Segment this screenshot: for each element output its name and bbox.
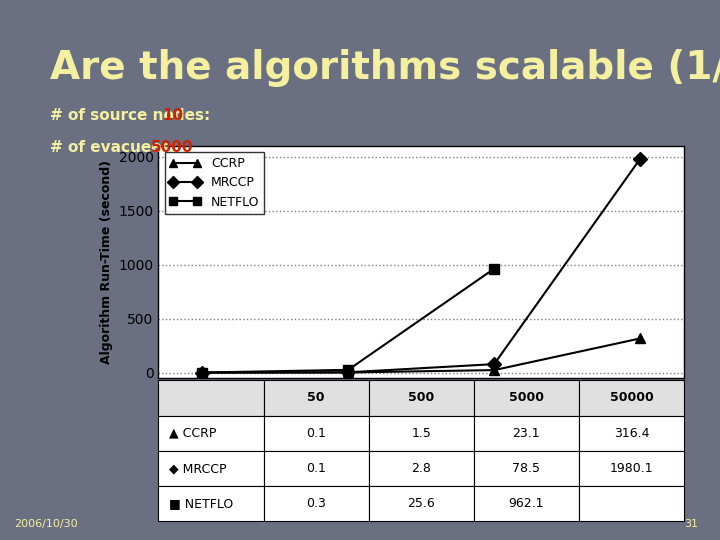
CCRP: [198, 369, 207, 376]
Text: 31: 31: [685, 519, 698, 529]
CCRP: [344, 369, 353, 376]
Legend: CCRP, MRCCP, NETFLO: CCRP, MRCCP, NETFLO: [165, 152, 264, 213]
Text: Are the algorithms scalable (1/3): Are the algorithms scalable (1/3): [50, 49, 720, 86]
MRCCP: [198, 369, 207, 376]
Line: CCRP: CCRP: [197, 334, 645, 377]
NETFLO: [490, 266, 498, 272]
NETFLO: [198, 369, 207, 376]
Line: NETFLO: NETFLO: [197, 264, 499, 377]
NETFLO: [344, 367, 353, 373]
CCRP: [636, 335, 644, 342]
Text: # of source nodes:: # of source nodes:: [50, 108, 216, 123]
MRCCP: [344, 369, 353, 375]
MRCCP: [490, 361, 498, 367]
CCRP: [490, 367, 498, 373]
Text: 10: 10: [162, 108, 183, 123]
Line: MRCCP: MRCCP: [197, 154, 645, 377]
Text: # of evacuees:: # of evacuees:: [50, 140, 183, 156]
Text: 5000: 5000: [151, 140, 194, 156]
MRCCP: [636, 156, 644, 162]
Text: 2006/10/30: 2006/10/30: [14, 519, 78, 529]
Y-axis label: Algorithm Run-Time (second): Algorithm Run-Time (second): [100, 160, 113, 364]
